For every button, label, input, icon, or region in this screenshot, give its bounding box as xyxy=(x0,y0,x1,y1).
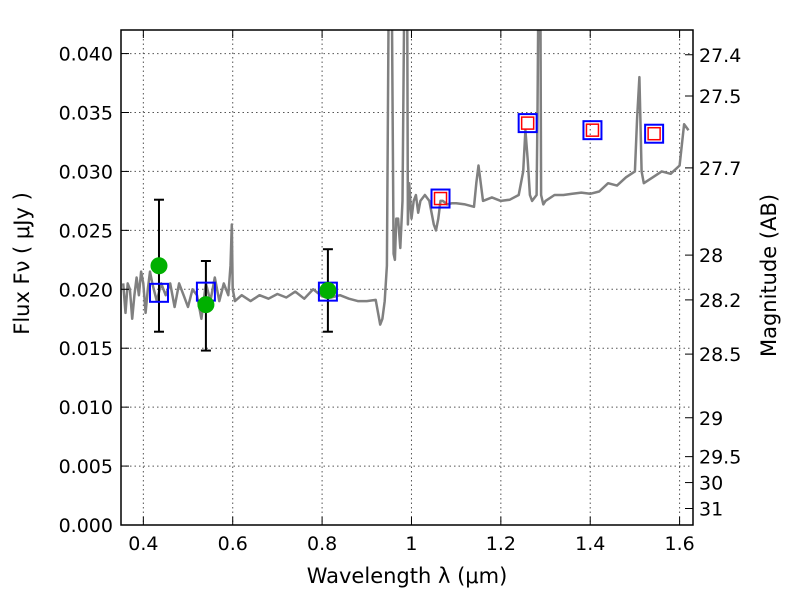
x-tick-label: 1 xyxy=(405,533,417,555)
model-square xyxy=(647,126,661,141)
y-tick-label: 0.025 xyxy=(59,220,113,242)
x-tick-label: 0.8 xyxy=(307,533,337,555)
plot-area xyxy=(121,30,690,352)
right-tick-label: 29 xyxy=(699,408,723,430)
y-axis-label: Flux Fν ( μJy ) xyxy=(10,192,34,335)
model-square xyxy=(433,191,448,206)
y-tick-label: 0.035 xyxy=(59,103,113,125)
right-tick-label: 27.4 xyxy=(699,45,741,67)
right-tick-label: 28.2 xyxy=(699,290,741,312)
axis-ticks: 0.4 0.6 0.8 1 1.2 1.4 1.6 0.000 0.005 0.010 0.015 0… xyxy=(59,30,741,555)
y-tick-label: 0.000 xyxy=(59,515,113,537)
right-tick-label: 28 xyxy=(699,245,723,267)
y-tick-label: 0.005 xyxy=(59,456,113,478)
right-tick-label: 31 xyxy=(699,499,723,521)
detection-point xyxy=(197,296,215,314)
x-tick-label: 1.6 xyxy=(664,533,694,555)
photometry-square xyxy=(148,282,169,303)
right-tick-label: 27.7 xyxy=(699,158,741,180)
y-tick-label: 0.040 xyxy=(59,44,113,66)
detection-point xyxy=(319,281,337,299)
right-tick-label: 30 xyxy=(699,473,723,495)
x-tick-label: 1.4 xyxy=(575,533,605,555)
right-axis-label: Magnitude (AB) xyxy=(757,194,781,357)
detection-point xyxy=(150,257,168,275)
photometry-square xyxy=(517,113,538,134)
y-tick-label: 0.015 xyxy=(59,338,113,360)
y-tick-label: 0.010 xyxy=(59,397,113,419)
y-tick-label: 0.030 xyxy=(59,161,113,183)
x-tick-label: 1.2 xyxy=(486,533,516,555)
plot-frame xyxy=(120,29,694,526)
right-tick-label: 29.5 xyxy=(699,447,741,469)
photometry-square xyxy=(582,120,603,141)
photometry-square xyxy=(430,188,451,209)
x-tick-label: 0.6 xyxy=(218,533,248,555)
x-axis-label: Wavelength λ (μm) xyxy=(307,564,508,588)
photometry-square xyxy=(644,123,665,144)
x-tick-label: 0.4 xyxy=(128,533,158,555)
right-tick-label: 28.5 xyxy=(699,344,741,366)
spectrum-line xyxy=(121,30,690,326)
model-square xyxy=(585,123,600,137)
y-tick-label: 0.020 xyxy=(59,279,113,301)
model-square xyxy=(520,116,535,130)
right-tick-label: 27.5 xyxy=(699,86,741,108)
